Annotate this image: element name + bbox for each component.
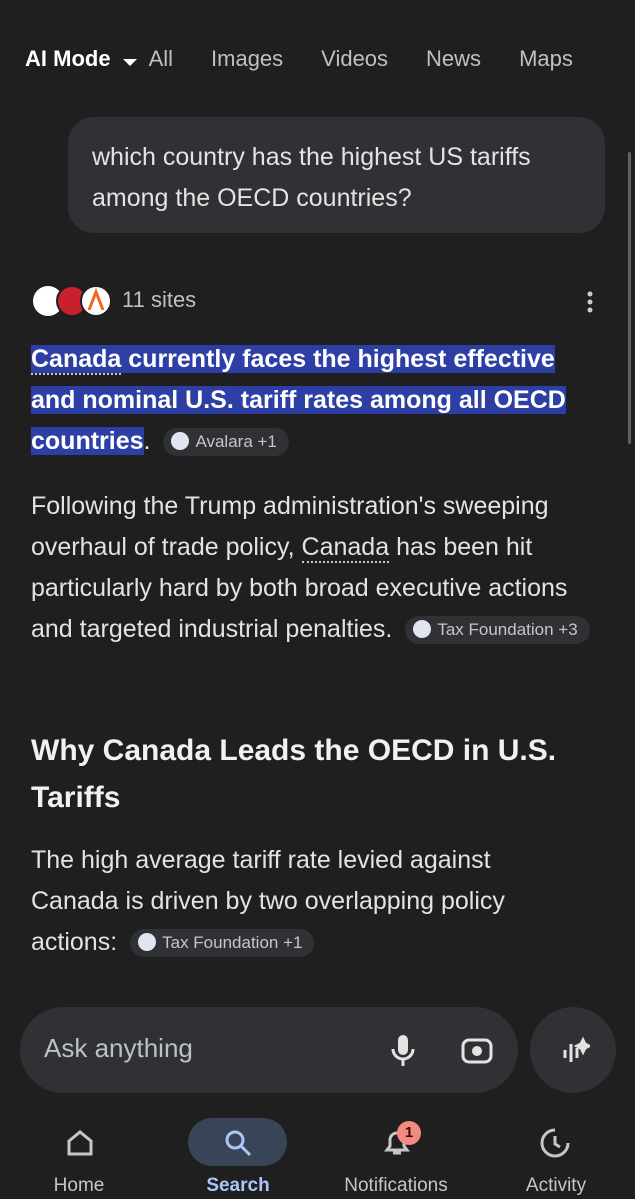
answer-highlight: Canada currently faces the highest effec…	[31, 345, 566, 455]
source-chip[interactable]: Tax Foundation +1	[130, 929, 315, 958]
tab-bar: AI Mode All Images Videos News Maps	[25, 46, 611, 72]
tab[interactable]: News	[426, 46, 482, 71]
paragraph-text: Following the Trump administration's swe…	[31, 492, 549, 561]
active-pill	[188, 1118, 287, 1166]
nav-home[interactable]: Home	[53, 1175, 105, 1196]
input-placeholder: Ask anything	[44, 1033, 193, 1063]
nav-notifications[interactable]: Notifications	[344, 1175, 448, 1196]
scrollbar	[628, 152, 631, 444]
paragraph-text: has been hit particularly hard by both b…	[31, 533, 568, 643]
paragraph-text: The high average tariff rate levied agai…	[31, 846, 505, 956]
chip-label: Tax Foundation +3	[437, 620, 578, 640]
query-text: which country has the highest US tariffs…	[92, 143, 531, 212]
sources-count[interactable]: 11 sites	[122, 287, 197, 312]
tab[interactable]: AI Mode	[25, 46, 111, 71]
paragraph: The high average tariff rate levied agai…	[31, 840, 571, 963]
notification-badge: 1	[397, 1121, 421, 1145]
voice-mode-button[interactable]	[530, 1007, 616, 1093]
home-icon	[67, 1130, 93, 1156]
mic-button[interactable]	[390, 1034, 416, 1068]
answer-end: .	[143, 427, 151, 455]
tab[interactable]: Videos	[321, 46, 389, 71]
tab[interactable]: Images	[211, 46, 284, 71]
heading-block: Why Canada Leads the OECD in U.S. Tariff…	[31, 727, 601, 821]
chip-label: Avalara +1	[195, 432, 277, 452]
entity-link[interactable]: Canada	[301, 533, 390, 563]
source-icons[interactable]	[31, 284, 113, 318]
answer-text: currently faces the highest effective an…	[31, 345, 566, 455]
tab[interactable]: All	[148, 46, 174, 71]
tab[interactable]: Maps	[519, 46, 573, 71]
paragraph: Following the Trump administration's swe…	[31, 486, 606, 650]
more-menu[interactable]	[586, 290, 594, 314]
ask-input[interactable]	[20, 1007, 518, 1093]
voice-icon	[563, 1036, 590, 1062]
section-heading: Why Canada Leads the OECD in U.S. Tariff…	[31, 734, 557, 814]
query-bubble: which country has the highest US tariffs…	[68, 117, 605, 233]
activity-icon	[540, 1128, 570, 1158]
lens-button[interactable]	[461, 1035, 493, 1065]
answer: Canada currently faces the highest effec…	[31, 339, 591, 462]
dropdown-arrow	[123, 59, 137, 66]
chip-label: Tax Foundation +1	[162, 933, 303, 953]
source-chip[interactable]: Tax Foundation +3	[405, 616, 590, 645]
nav-activity[interactable]: Activity	[525, 1175, 587, 1196]
nav-search[interactable]: Search	[206, 1175, 270, 1196]
entity-link[interactable]: Canada	[31, 345, 122, 375]
source-chip[interactable]: Avalara +1	[163, 428, 289, 457]
search-icon	[225, 1130, 252, 1157]
